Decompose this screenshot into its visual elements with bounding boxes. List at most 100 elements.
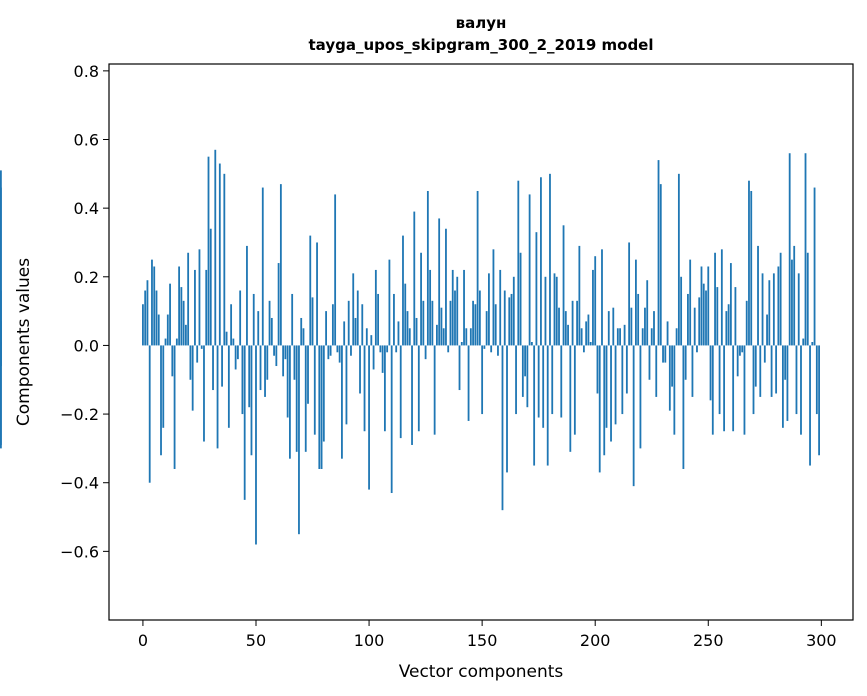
- chart-title: валун: [456, 14, 507, 32]
- bar-214: [625, 345, 628, 394]
- bar-199: [592, 269, 594, 346]
- bar-120: [413, 211, 416, 346]
- bar-6: [155, 290, 158, 346]
- bar-142: [463, 269, 465, 346]
- bar-53: [261, 187, 264, 346]
- bar-144: [467, 345, 470, 421]
- chart-subtitle: tayga_upos_skipgram_300_2_2019 model: [309, 36, 654, 54]
- bar-193: [578, 245, 581, 346]
- bar-7: [157, 314, 160, 346]
- bar-31: [212, 345, 214, 391]
- bar-196: [585, 321, 588, 346]
- bar-202: [598, 345, 601, 473]
- bar-92: [350, 345, 352, 356]
- bar-229: [659, 184, 662, 346]
- bar-235: [673, 345, 676, 435]
- bar-239: [682, 345, 685, 469]
- bar-122: [417, 345, 420, 432]
- bar-184: [558, 307, 560, 346]
- bar-217: [632, 345, 635, 487]
- bar-165: [515, 345, 517, 415]
- bar-undefined: [0, 345, 2, 367]
- bar-19: [184, 324, 187, 346]
- bar-232: [666, 321, 669, 346]
- bar-38: [227, 345, 230, 428]
- bar-251: [709, 345, 712, 401]
- bar-145: [469, 328, 472, 346]
- bar-27: [203, 345, 205, 442]
- bar-212: [621, 345, 624, 415]
- bar-85: [334, 194, 337, 346]
- bar-131: [438, 218, 441, 346]
- bar-74: [309, 235, 312, 346]
- bar-172: [530, 342, 533, 346]
- bar-298: [815, 345, 818, 415]
- bar-276: [766, 314, 768, 346]
- bar-102: [372, 345, 375, 370]
- bar-242: [689, 259, 692, 346]
- bar-203: [601, 249, 603, 346]
- y-tick-label: 0.4: [74, 199, 99, 218]
- bar-127: [429, 269, 432, 346]
- bar-46: [246, 245, 248, 346]
- bar-12: [169, 283, 171, 346]
- bar-143: [465, 328, 468, 346]
- x-axis-ticks: 0 50 100 150 200 250 300: [138, 620, 837, 650]
- bar-81: [325, 311, 327, 346]
- bar-294: [806, 252, 809, 346]
- bar-112: [395, 345, 398, 353]
- bar-170: [526, 345, 529, 408]
- bar-11: [166, 314, 169, 346]
- bar-266: [743, 345, 746, 435]
- bar-62: [282, 345, 285, 377]
- bar-180: [549, 173, 551, 346]
- bar-133: [442, 328, 445, 346]
- bar-255: [718, 345, 721, 415]
- bar-99: [365, 328, 368, 346]
- bar-123: [420, 252, 422, 346]
- bar-121: [415, 317, 418, 346]
- bar-29: [207, 156, 210, 346]
- bar-77: [316, 242, 318, 346]
- bar-173: [533, 345, 536, 466]
- bar-195: [582, 345, 585, 353]
- x-axis-label: Vector components: [399, 662, 564, 682]
- bar-205: [605, 345, 608, 428]
- bar-190: [571, 300, 574, 346]
- bar-219: [637, 293, 640, 346]
- bar-148: [476, 190, 479, 346]
- bar-106: [381, 345, 384, 373]
- bar-111: [393, 293, 395, 346]
- bar-49: [252, 293, 255, 346]
- bar-286: [788, 153, 791, 346]
- bar-198: [589, 342, 592, 346]
- bar-211: [619, 328, 621, 346]
- y-tick-label: 0.6: [74, 131, 99, 150]
- bar-287: [791, 259, 793, 346]
- y-tick-label: −0.2: [60, 405, 99, 424]
- bar-44: [241, 345, 244, 415]
- bar-132: [440, 307, 443, 346]
- bar-104: [377, 293, 380, 346]
- y-tick-label: 0.0: [74, 336, 99, 355]
- bar-188: [567, 324, 569, 346]
- bar-91: [347, 300, 350, 346]
- bar-201: [596, 345, 599, 394]
- bar-156: [494, 304, 497, 346]
- bar-247: [700, 266, 703, 346]
- bar-209: [614, 345, 617, 425]
- bar-125: [424, 345, 427, 360]
- bar-93: [352, 273, 355, 346]
- bar-22: [191, 345, 194, 411]
- bar-270: [752, 345, 755, 415]
- bar-265: [741, 345, 744, 353]
- bar-178: [544, 276, 547, 346]
- bar-72: [304, 345, 307, 452]
- bar-168: [521, 345, 524, 397]
- bar-237: [677, 173, 680, 346]
- bar-103: [374, 269, 377, 346]
- bar-252: [711, 345, 714, 435]
- bar-221: [641, 328, 644, 346]
- bar-135: [447, 345, 450, 353]
